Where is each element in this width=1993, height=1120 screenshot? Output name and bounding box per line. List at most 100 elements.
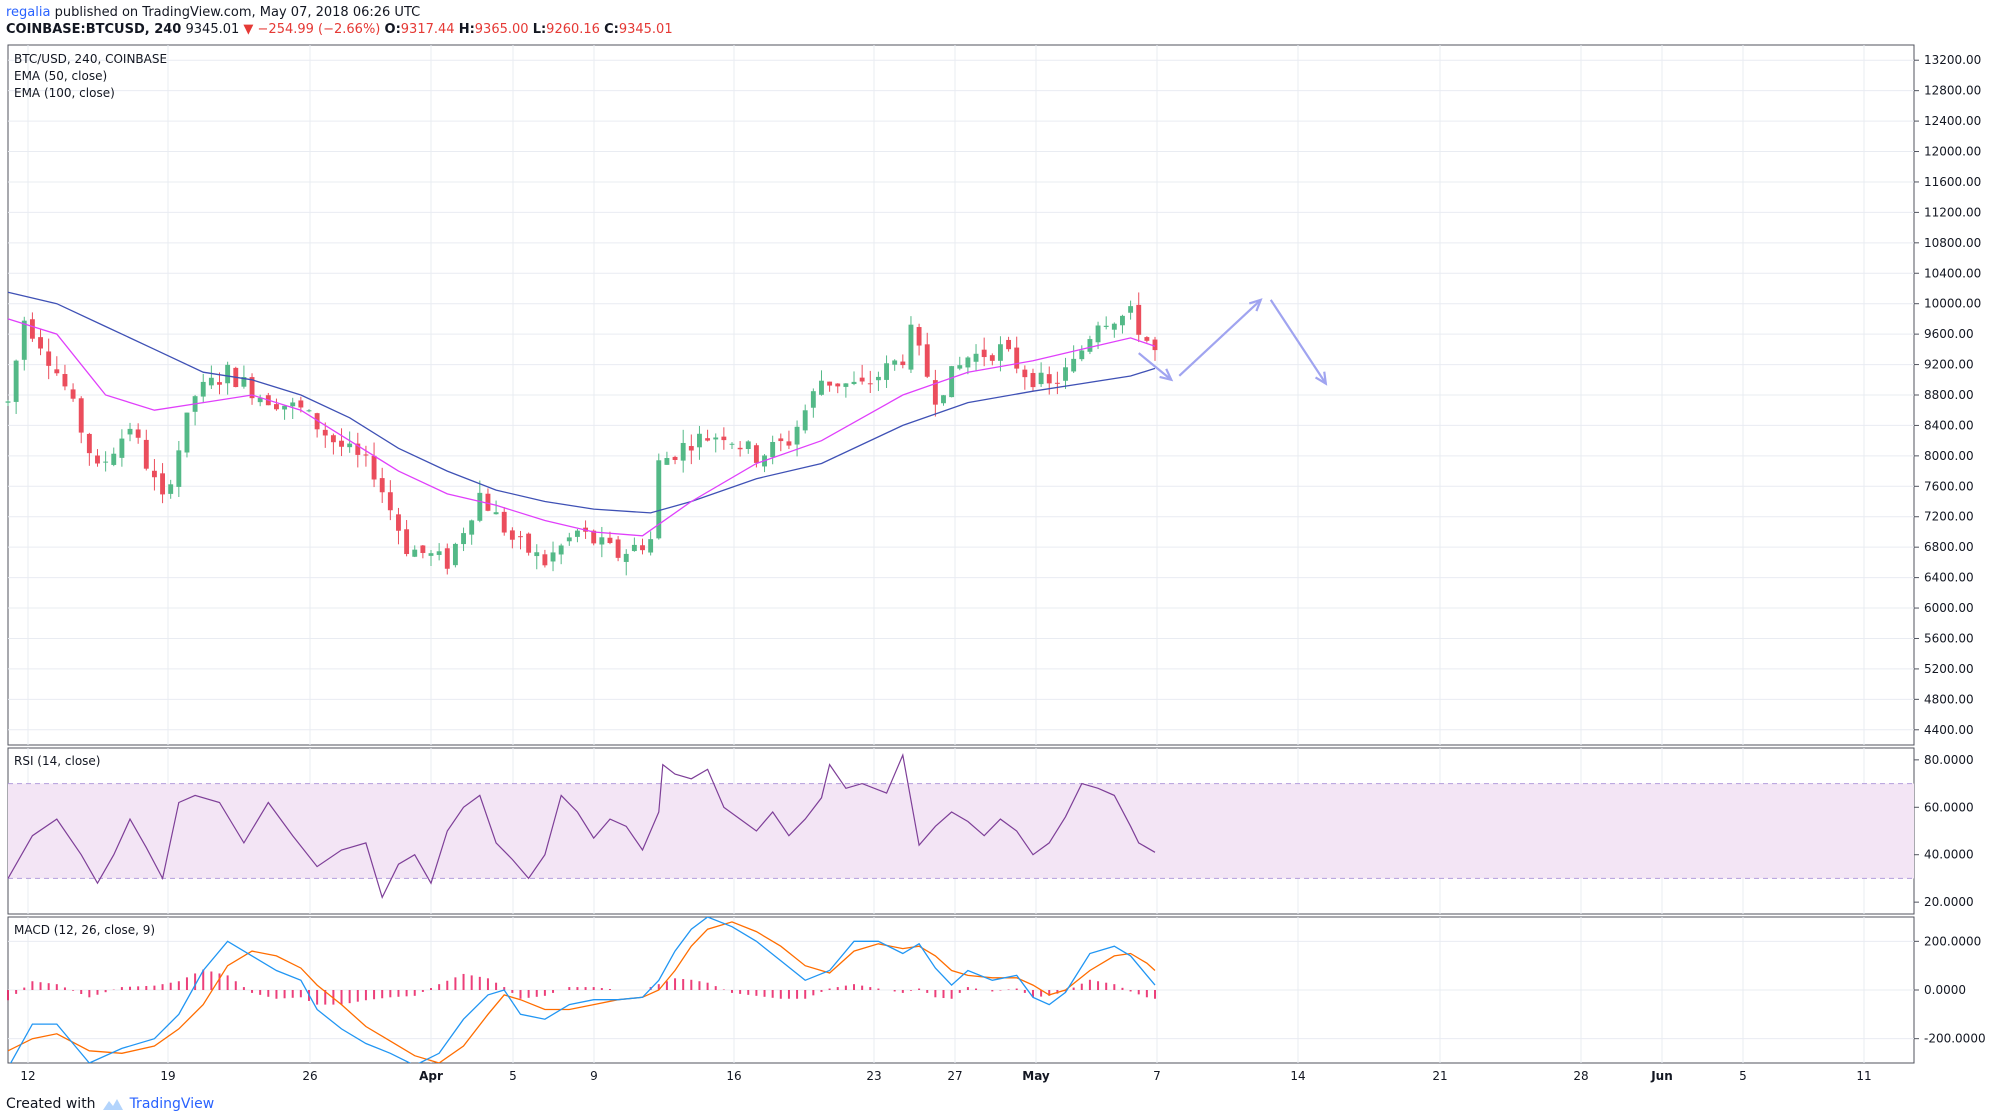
candle-body [363, 454, 369, 456]
candle-body [778, 438, 784, 442]
candle-body [786, 441, 792, 446]
author-link[interactable]: regalia [6, 5, 51, 20]
y-tick-label: 5200.00 [1924, 662, 1974, 676]
candle-body [1046, 374, 1052, 384]
macd-title: MACD (12, 26, close, 9) [14, 923, 155, 937]
x-tick-label: 19 [160, 1069, 175, 1083]
candle-body [298, 400, 304, 408]
candle-body [949, 366, 955, 398]
candle-body [1111, 323, 1117, 330]
publish-line: regalia published on TradingView.com, Ma… [6, 4, 673, 21]
candle-body [697, 433, 702, 448]
high-label: H: [458, 22, 475, 37]
candle-body [1006, 339, 1012, 350]
macd-histogram [7, 969, 1156, 1005]
candle-body [347, 443, 353, 448]
candle-body [1144, 337, 1150, 341]
candle-body [436, 551, 442, 555]
y-tick-label: 12400.00 [1924, 114, 1981, 128]
candle-body [46, 351, 52, 366]
candle-body [21, 320, 27, 360]
candle-body [274, 404, 279, 410]
candle-body [135, 429, 141, 438]
candle-body [290, 402, 296, 407]
candle-body [339, 440, 344, 447]
y-tick-label: 12000.00 [1924, 145, 1981, 159]
candle-body [1030, 373, 1036, 388]
y-tick-label: 60.0000 [1924, 800, 1974, 814]
candle-body [225, 364, 231, 384]
x-tick-label: Jun [1650, 1069, 1673, 1083]
candle-body [558, 545, 564, 555]
x-tick-label: 16 [726, 1069, 741, 1083]
candle-body [314, 413, 320, 430]
x-tick-label: 28 [1573, 1069, 1588, 1083]
x-tick-label: 21 [1432, 1069, 1447, 1083]
candle-body [875, 376, 881, 381]
projection-arrow-2 [1178, 299, 1262, 377]
y-tick-label: 11200.00 [1924, 205, 1981, 219]
candle-body [1152, 339, 1158, 351]
candle-body [737, 447, 743, 450]
candle-body [859, 377, 865, 382]
candle-body [469, 520, 475, 535]
candle-body [1079, 350, 1085, 360]
candle-body [534, 552, 540, 557]
candle-body [1120, 315, 1125, 326]
candle-body [989, 355, 995, 361]
chart-header: regalia published on TradingView.com, Ma… [6, 4, 673, 38]
projection-arrow-1-head [1159, 368, 1174, 382]
candle-body [249, 377, 255, 399]
tradingview-link[interactable]: TradingView [129, 1096, 215, 1112]
candle-body [997, 344, 1003, 361]
tradingview-logo-icon [102, 1099, 123, 1110]
candle-body [62, 374, 68, 387]
high-value: 9365.00 [474, 22, 529, 37]
y-tick-label: 4800.00 [1924, 692, 1974, 706]
candle-body [241, 377, 247, 387]
x-tick-label: 27 [947, 1069, 962, 1083]
y-tick-label: 80.0000 [1924, 753, 1974, 767]
candles [5, 292, 1158, 576]
y-tick-label: 40.0000 [1924, 848, 1974, 862]
candle-body [501, 511, 507, 533]
candle-body [387, 492, 393, 511]
legend-entry: EMA (50, close) [14, 69, 107, 83]
candle-body [151, 470, 157, 478]
publish-text: published on TradingView.com, May 07, 20… [50, 5, 421, 20]
y-tick-label: 0.0000 [1924, 983, 1966, 997]
candle-body [452, 543, 458, 566]
candle-body [5, 401, 11, 403]
y-tick-label: 8000.00 [1924, 449, 1974, 463]
candle-body [810, 391, 816, 408]
candle-body [599, 537, 605, 545]
candle-body [217, 382, 222, 385]
y-tick-label: 5600.00 [1924, 631, 1974, 645]
candle-body [70, 389, 76, 399]
candle-body [664, 458, 670, 465]
candle-body [550, 552, 556, 562]
candle-body [1022, 369, 1028, 378]
candle-body [160, 473, 166, 495]
candle-body [103, 461, 109, 463]
candle-body [412, 549, 418, 557]
candle-body [973, 353, 979, 362]
candle-body [753, 445, 759, 463]
candle-body [493, 512, 499, 515]
candle-body [729, 443, 735, 445]
y-tick-label: 200.0000 [1924, 934, 1981, 948]
candle-body [843, 383, 849, 387]
candle-body [713, 437, 719, 440]
y-tick-label: 6000.00 [1924, 601, 1974, 615]
candle-body [13, 360, 19, 402]
y-tick-label: 7200.00 [1924, 510, 1974, 524]
candle-body [867, 383, 873, 385]
footer: Created with TradingView [6, 1096, 214, 1112]
last-price: 9345.01 [185, 22, 240, 37]
y-tick-label: 8800.00 [1924, 388, 1974, 402]
candle-body [721, 436, 727, 441]
symbol-label: COINBASE:BTCUSD, 240 [6, 22, 182, 37]
candle-body [78, 398, 84, 433]
candle-body [322, 429, 328, 436]
